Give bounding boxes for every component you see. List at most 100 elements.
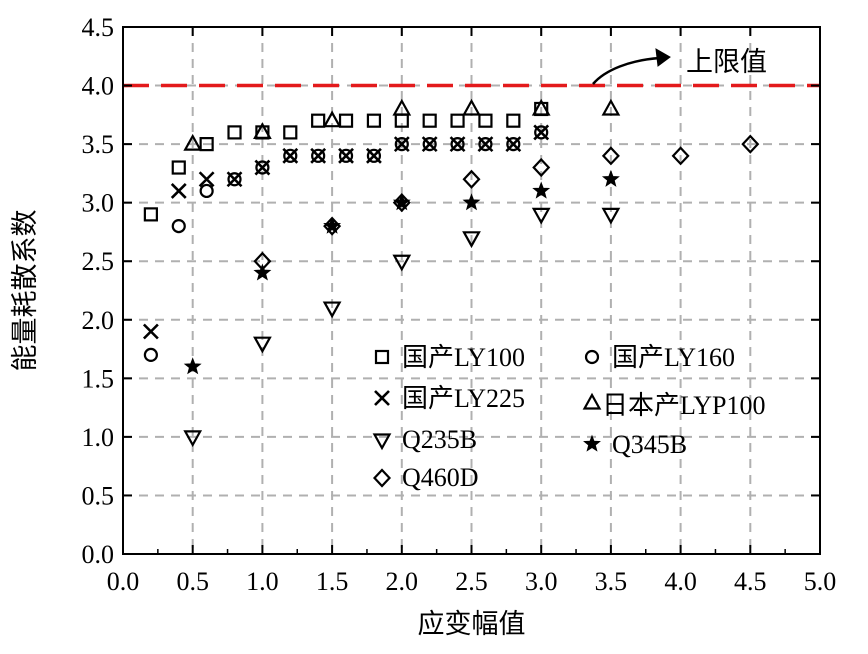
x-tick-label: 2.5 xyxy=(455,567,488,596)
data-point--ly225 xyxy=(449,136,466,153)
data-point--ly100 xyxy=(366,113,382,128)
data-point--ly100 xyxy=(283,125,298,140)
data-point--lyp100 xyxy=(183,133,203,151)
legend-label: 国产LY225 xyxy=(402,384,525,413)
legend-marker xyxy=(584,349,600,365)
legend-marker xyxy=(374,349,390,365)
y-axis-label: 能量耗散系数 xyxy=(10,210,40,372)
x-tick-label: 1.0 xyxy=(246,567,279,596)
data-point--ly225 xyxy=(226,171,243,188)
data-point--ly100 xyxy=(199,137,214,152)
data-point--ly100 xyxy=(422,113,437,128)
y-tick-label: 4.5 xyxy=(82,13,115,42)
data-point-q235b xyxy=(601,207,621,225)
legend-marker xyxy=(582,392,602,410)
data-point--lyp100 xyxy=(601,98,621,116)
data-point--ly100 xyxy=(338,113,354,128)
y-tick-label: 3.5 xyxy=(82,130,115,159)
legend-marker xyxy=(372,433,392,451)
y-tick-label: 3.0 xyxy=(82,189,115,218)
data-point-q460d xyxy=(532,157,551,178)
data-point--ly160 xyxy=(143,347,158,363)
x-tick-label: 4.0 xyxy=(664,567,697,596)
annotation-arrow-curve xyxy=(592,56,661,85)
data-point--ly160 xyxy=(422,137,437,152)
axes: 0.0 0.5 1.0 1.5 2.0 2.5 3.0 3.5 4.0 4.5 5.0 0.0 0.5 1… xyxy=(10,13,836,639)
data-point-q235b xyxy=(322,301,342,319)
annotation-arrowhead xyxy=(655,48,671,67)
x-axis-label: 应变幅值 xyxy=(418,609,526,639)
data-point--ly100 xyxy=(506,113,521,128)
data-point-q345b xyxy=(462,193,481,211)
data-point--ly160 xyxy=(255,160,270,175)
x-tick-label: 0.5 xyxy=(176,567,209,596)
x-tick-label: 0.0 xyxy=(107,567,140,596)
y-tick-label: 2.5 xyxy=(82,247,115,276)
data-point--ly225 xyxy=(142,323,159,340)
data-point--ly160 xyxy=(450,137,465,152)
legend: 国产LY100 国产LY160 国产LY225 日本产LYP100 Q235B Q345B… xyxy=(372,343,766,492)
data-point--ly100 xyxy=(450,113,465,128)
data-point--lyp100 xyxy=(531,98,551,116)
data-point-q460d xyxy=(323,216,342,236)
data-point--ly225 xyxy=(533,124,550,141)
legend-label: Q345B xyxy=(612,430,687,459)
data-point--ly100 xyxy=(227,125,242,140)
data-point--ly100 xyxy=(311,113,326,128)
data-point--ly160 xyxy=(283,148,298,163)
x-tick-label: 2.0 xyxy=(386,567,419,596)
legend-marker xyxy=(374,390,390,406)
y-tick-label: 4.0 xyxy=(82,72,115,101)
data-point--ly225 xyxy=(505,136,522,153)
data-point--ly225 xyxy=(170,183,187,199)
data-point--lyp100 xyxy=(322,110,342,128)
data-point-q460d xyxy=(601,146,620,166)
y-tick-label: 0.5 xyxy=(82,481,115,510)
legend-label: Q460D xyxy=(402,463,479,492)
data-point-q345b xyxy=(253,263,272,281)
y-tick-label: 0.0 xyxy=(82,540,115,569)
data-point--ly225 xyxy=(254,159,271,176)
legend-label: 国产LY100 xyxy=(402,343,525,372)
x-tick-label: 4.5 xyxy=(734,567,767,596)
data-point--ly160 xyxy=(534,125,549,140)
data-point--ly100 xyxy=(143,207,158,222)
data-point--ly225 xyxy=(310,147,327,164)
upper-limit-label: 上限值 xyxy=(686,47,767,77)
data-point-q460d xyxy=(671,146,690,166)
data-point-q235b xyxy=(462,231,481,249)
data-point-q235b xyxy=(531,207,551,225)
data-point-q235b xyxy=(253,336,272,354)
y-tick-label: 1.5 xyxy=(82,364,115,393)
data-point-q460d xyxy=(462,169,481,189)
data-point--ly225 xyxy=(338,147,354,164)
x-tick-label: 3.5 xyxy=(595,567,628,596)
data-point--ly160 xyxy=(171,218,186,234)
data-point-q345b xyxy=(183,357,202,375)
data-point-q460d xyxy=(253,251,272,271)
legend-label: Q235B xyxy=(402,425,477,454)
data-point--ly100 xyxy=(478,113,493,128)
legend-label: 国产LY160 xyxy=(612,343,735,372)
data-point--ly160 xyxy=(478,137,493,152)
data-point--lyp100 xyxy=(462,98,481,116)
data-point-q460d xyxy=(392,193,411,213)
legend-marker xyxy=(372,468,392,488)
data-point--ly225 xyxy=(393,136,410,153)
data-point-q460d xyxy=(741,134,760,154)
data-point--ly160 xyxy=(366,148,382,163)
x-tick-label: 1.5 xyxy=(316,567,349,596)
data-point--ly160 xyxy=(338,148,354,163)
data-point--ly160 xyxy=(311,148,326,163)
data-point--ly160 xyxy=(394,137,409,152)
data-point--ly225 xyxy=(198,171,215,188)
data-point-q345b xyxy=(601,169,620,187)
x-tick-label: 3.0 xyxy=(525,567,558,596)
data-point-q345b xyxy=(532,181,551,199)
data-point--ly160 xyxy=(227,172,242,187)
y-tick-label: 1.0 xyxy=(82,423,115,452)
legend-marker xyxy=(583,434,601,452)
y-tick-label: 2.0 xyxy=(82,306,115,335)
data-point--lyp100 xyxy=(392,98,412,116)
